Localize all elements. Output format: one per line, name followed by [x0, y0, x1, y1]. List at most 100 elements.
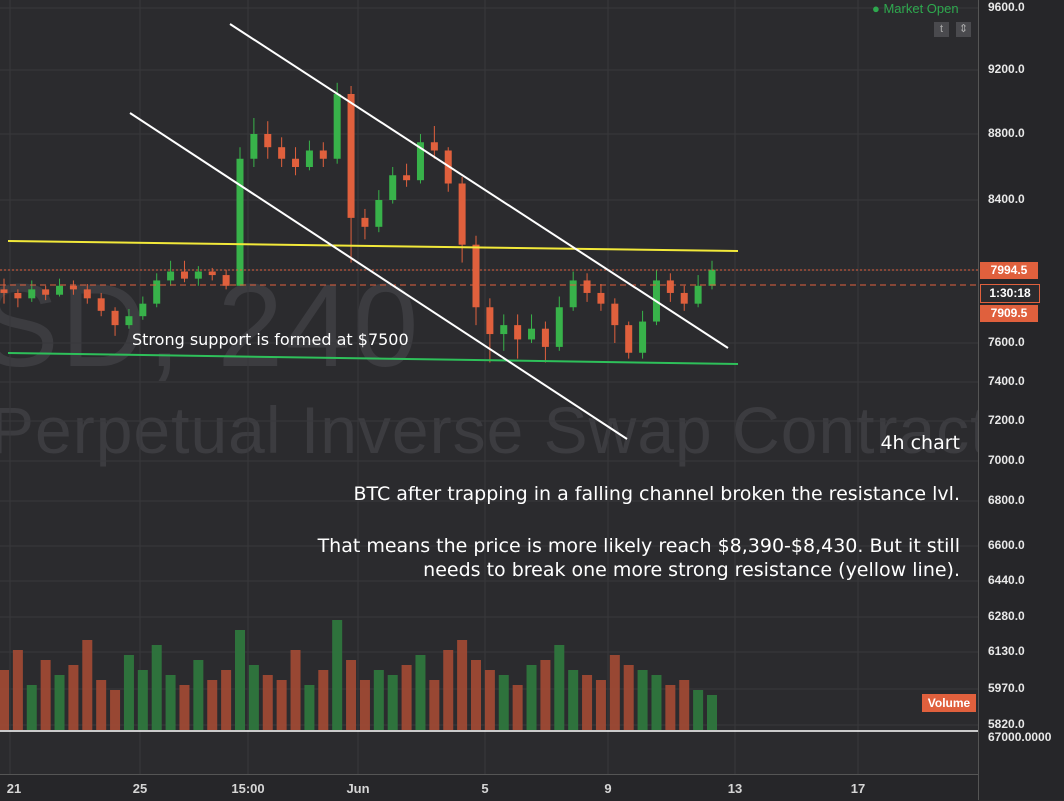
volume-bar	[304, 685, 315, 730]
volume-bar	[332, 620, 343, 730]
candle-body	[430, 142, 438, 151]
volume-bar	[373, 670, 384, 730]
candle-body	[319, 150, 327, 159]
volume-bar	[429, 680, 440, 730]
volume-bar	[387, 675, 398, 730]
candle-body	[28, 289, 36, 299]
price-tick-label: 5970.0	[988, 681, 1025, 695]
volume-bar	[359, 680, 370, 730]
time-tick-label: 15:00	[231, 781, 265, 796]
volume-bar	[443, 650, 454, 730]
candle-body	[555, 307, 563, 347]
price-tick-label: 7200.0	[988, 413, 1025, 427]
candle-body	[153, 280, 161, 304]
candle-body	[625, 325, 633, 353]
price-tick-label: 6800.0	[988, 493, 1025, 507]
volume-bar	[554, 645, 565, 730]
candle-body	[83, 289, 91, 299]
candle-body	[125, 316, 133, 326]
volume-bar	[401, 665, 412, 730]
price-tick-label: 6130.0	[988, 644, 1025, 658]
volume-bar	[82, 640, 93, 730]
volume-bar	[526, 665, 537, 730]
candle-body	[708, 269, 716, 286]
time-tick-label: 25	[132, 781, 148, 796]
volume-bar	[262, 675, 273, 730]
candle-body	[69, 285, 77, 290]
candle-body	[56, 285, 64, 295]
candle-body	[458, 183, 466, 245]
price-axis[interactable]	[978, 0, 1064, 800]
candle-body	[666, 280, 674, 293]
candle-body	[361, 217, 369, 227]
candle-body	[139, 303, 147, 317]
last-price-tag: 7994.5	[980, 262, 1038, 279]
volume-bar	[471, 660, 481, 730]
time-tick-label: 13	[727, 781, 743, 796]
candle-body	[333, 94, 341, 159]
channel-upper-line	[229, 23, 729, 349]
candle-body	[403, 175, 411, 181]
chart-control-icon[interactable]: t	[934, 22, 949, 37]
annotation-breakout: BTC after trapping in a falling channel …	[353, 483, 960, 505]
candle-body	[250, 134, 258, 159]
volume-bar	[96, 680, 107, 730]
candle-body	[694, 285, 702, 304]
candle-body	[278, 147, 286, 159]
volume-bar	[137, 670, 148, 730]
candle-body	[486, 307, 494, 335]
volume-bar	[582, 675, 593, 730]
support-line	[7, 352, 739, 365]
volume-bar	[276, 680, 287, 730]
candle-body	[97, 298, 105, 311]
volume-bar	[609, 655, 620, 730]
volume-bar	[221, 670, 232, 730]
time-tick-label: 9	[604, 781, 612, 796]
volume-bar	[179, 685, 190, 730]
candle-body	[208, 271, 216, 276]
candle-body	[14, 292, 22, 299]
volume-bar	[484, 670, 495, 730]
volume-bar	[0, 670, 9, 730]
annotation-timeframe: 4h chart	[880, 432, 960, 454]
price-tick-label: 6440.0	[988, 573, 1025, 587]
time-axis[interactable]	[0, 774, 978, 801]
time-tick-label: Jun	[346, 781, 370, 796]
annotation-target: That means the price is more likely reac…	[317, 535, 960, 581]
annotation-support: Strong support is formed at $7500	[132, 330, 409, 349]
volume-bar	[665, 685, 676, 730]
price-tick-label: 8800.0	[988, 126, 1025, 140]
volume-bar	[290, 650, 301, 730]
price-tick-label: 7000.0	[988, 453, 1025, 467]
volume-bar	[707, 695, 717, 730]
chart-control-icon[interactable]: ⇕	[956, 22, 971, 37]
volume-bar	[346, 660, 357, 730]
countdown-tag: 1:30:18	[980, 284, 1040, 303]
volume-bar	[651, 675, 662, 730]
candle-body	[389, 175, 397, 200]
volume-bar	[68, 665, 79, 730]
volume-bar	[12, 650, 23, 730]
price-tick-label: 9200.0	[988, 62, 1025, 76]
candle-body	[42, 289, 50, 295]
volume-bar	[318, 670, 329, 730]
volume-bar	[568, 670, 579, 730]
candle-body	[597, 292, 605, 304]
candle-body	[0, 289, 8, 293]
volume-bar	[540, 660, 551, 730]
candle-body	[472, 244, 480, 308]
volume-bar	[40, 660, 51, 730]
price-tick-label: 7600.0	[988, 335, 1025, 349]
candle-body	[180, 271, 188, 279]
volume-bar	[151, 645, 162, 730]
candle-body	[541, 328, 549, 347]
candle-body	[167, 271, 175, 281]
price-tick-label: 8400.0	[988, 192, 1025, 206]
price-tick-label: 6280.0	[988, 609, 1025, 623]
watermark-description: Perpetual Inverse Swap Contract	[0, 393, 990, 467]
volume-bar	[193, 660, 204, 730]
candle-body	[305, 150, 313, 167]
volume-bar	[54, 675, 65, 730]
